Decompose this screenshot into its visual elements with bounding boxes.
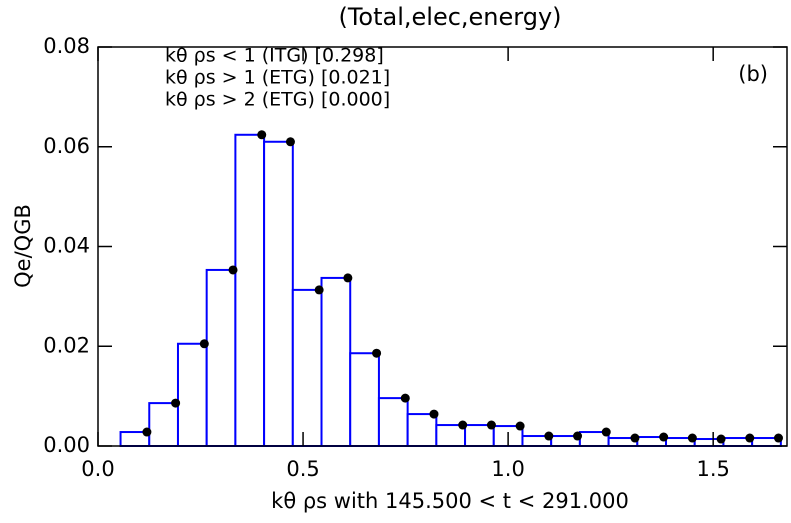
marker [630, 433, 640, 443]
annotation: kθ ρs < 1 (ITG) [0.298] [165, 45, 384, 67]
marker [343, 273, 353, 283]
x-axis-label: kθ ρs with 145.500 < t < 291.000 [271, 489, 629, 513]
marker [314, 285, 324, 295]
bar [377, 397, 409, 447]
bar [263, 140, 294, 447]
marker [687, 433, 697, 443]
marker [142, 427, 152, 437]
marker [429, 409, 439, 419]
marker [257, 130, 267, 140]
marker [199, 339, 209, 349]
marker [458, 420, 468, 430]
y-tick-label: 0.08 [43, 34, 90, 58]
bar [176, 342, 208, 448]
bar [234, 133, 266, 447]
x-tick-label: 1.5 [696, 457, 729, 481]
x-tick-label: 0.0 [81, 457, 114, 481]
panel-label: (b) [738, 62, 768, 86]
marker [486, 420, 496, 430]
bar [148, 402, 179, 448]
bar [320, 276, 352, 448]
annotation: kθ ρs > 2 (ETG) [0.000] [165, 89, 390, 111]
marker [573, 431, 583, 441]
marker [773, 433, 783, 443]
marker [171, 398, 181, 408]
marker [228, 265, 238, 275]
bar [205, 268, 237, 447]
y-tick-label: 0.06 [43, 134, 90, 158]
marker [601, 427, 611, 437]
x-tick-label: 0.5 [286, 457, 319, 481]
marker [515, 421, 525, 431]
marker [400, 393, 410, 403]
marker [745, 433, 755, 443]
bar [349, 352, 380, 448]
y-tick-label: 0.04 [43, 234, 90, 258]
bar [406, 413, 438, 447]
y-tick-label: 0.00 [43, 433, 90, 457]
marker [716, 434, 726, 444]
annotation: kθ ρs > 1 (ETG) [0.021] [165, 67, 390, 89]
chart-title: (Total,elec,energy) [338, 3, 561, 31]
bar [291, 288, 323, 447]
y-axis-label: Qe/QGB [11, 204, 35, 288]
marker [285, 137, 295, 147]
marker [544, 431, 554, 441]
marker [659, 432, 669, 442]
y-tick-label: 0.02 [43, 333, 90, 357]
x-tick-label: 1.0 [491, 457, 524, 481]
marker [372, 348, 382, 358]
